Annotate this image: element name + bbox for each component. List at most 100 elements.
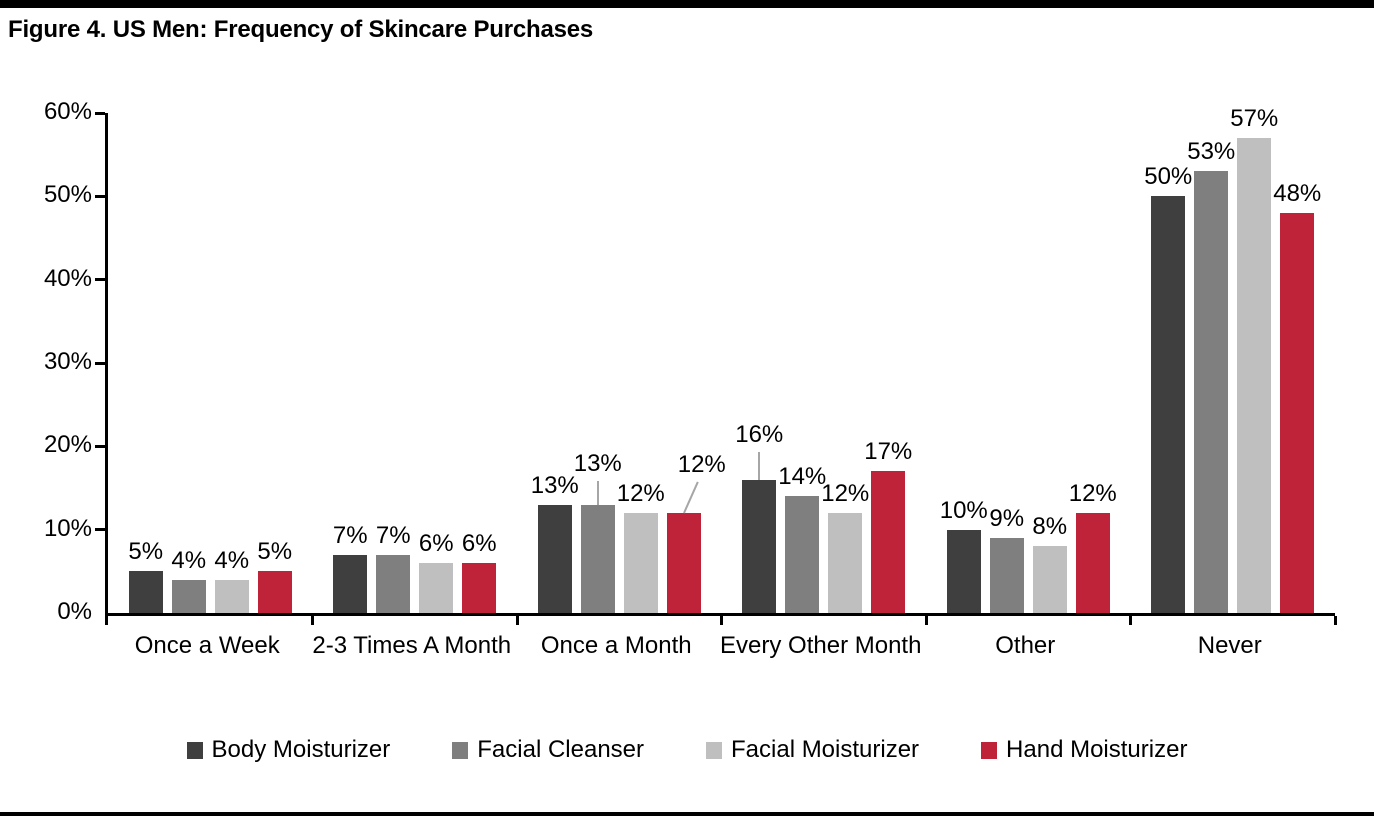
bar-slot: 10% [940,113,988,613]
bar-value-label: 9% [989,505,1025,532]
x-axis-tick [1129,616,1132,625]
bar-slot: 12% [1069,113,1117,613]
bar-slot: 6% [461,113,497,613]
bar-slot: 50% [1144,113,1192,613]
legend-label: Body Moisturizer [211,736,391,763]
bar-value-label: 14% [778,463,827,491]
legend-item: Hand Moisturizer [981,736,1187,764]
y-axis-tick [95,278,105,282]
x-axis-category-label: Other [995,632,1056,659]
x-axis-category-label: 2-3 Times A Month [312,632,512,659]
y-axis-tick-label: 0% [57,598,92,625]
y-axis-tick-label: 40% [43,264,92,292]
bar-slot: 13% [531,113,579,613]
legend-label: Facial Cleanser [477,736,644,763]
bar-value-label: 5% [128,538,164,566]
bar-slot: 7% [332,113,368,613]
x-axis-tick [720,616,723,625]
bar-slot: 8% [1032,113,1068,613]
bar-value-label: 4% [171,546,207,574]
bar-value-label: 12% [677,451,726,478]
bar [1237,138,1272,613]
legend-item: Body Moisturizer [186,736,391,764]
bar [376,554,411,613]
bar-group: 5% 4% 4% 5% [108,113,313,613]
bar [1032,546,1067,613]
bar [171,579,206,613]
bar-slot: 5% [128,113,164,613]
bar-slot: 5% [257,113,292,613]
y-axis-tick-label: 50% [43,181,92,209]
bar-value-label: 7% [375,521,411,549]
bar [537,504,572,613]
bar [785,496,820,613]
bar [742,479,777,613]
legend-label: Facial Moisturizer [731,736,920,763]
bar-value-label: 8% [1032,513,1068,541]
bar-slot: 14% [778,113,826,613]
y-axis-tick [95,194,105,198]
bar [1151,196,1186,613]
plot-area: 5% 4% 4% 5% 7% 7% 6% 6% 13% 13% 12% 12% 16% 14% 12% 17%… [95,106,1337,625]
bar [1280,213,1315,613]
bar-slot: 4% [214,113,249,613]
bar-slot: 4% [171,113,207,613]
bar-value-label: 53% [1187,138,1236,166]
bar-value-label: 6% [461,530,497,557]
bar-slot: 48% [1273,113,1321,613]
bar-value-label: 7% [332,521,368,549]
bar-value-label: 13% [573,449,622,477]
bar-slot: 12% [617,113,665,613]
bar [1194,171,1229,613]
y-axis-tick [95,444,105,448]
x-axis-category-label: Never [1197,632,1262,659]
bar-group: 50% 53% 57% 48% [1131,106,1336,613]
bar [257,571,292,613]
bar-slot: 9% [989,113,1025,613]
bar [462,563,497,613]
y-axis-tick [95,528,105,532]
bar-value-label: 17% [864,438,913,466]
bar [871,471,906,613]
bar [333,554,368,613]
x-axis-category-label: Once a Month [540,632,692,659]
y-axis-tick [95,361,105,365]
x-axis-tick [515,616,519,625]
label-leader-line [596,480,599,505]
bar-groups-row: 5% 4% 4% 5% 7% 7% 6% 6% 13% 13% 12% 12% 16% 14% 12% 17%… [108,106,1336,613]
bar-value-label: 10% [939,496,988,524]
y-axis-tick-label: 10% [43,514,92,542]
bar-value-label: 12% [1068,480,1117,507]
bar-group: 13% 13% 12% 12% [517,113,726,613]
bar-value-label: 50% [1144,163,1193,191]
bar [946,529,981,613]
label-leader-line [682,481,699,514]
bar-group: 16% 14% 12% 17% [722,113,927,613]
legend: Body Moisturizer Facial Cleanser Facial Mo… [0,736,1374,764]
y-axis-tick-label: 60% [43,98,92,125]
y-axis-tick-label: 20% [43,431,92,459]
bar [1075,513,1110,613]
bar-slot: 6% [419,113,454,613]
bar-value-label: 12% [616,480,665,507]
bar-slot: 53% [1187,113,1235,613]
bar-slot: 7% [375,113,411,613]
bar [128,571,163,613]
legend-swatch-icon [981,741,998,759]
x-axis-foot-tick [105,613,108,625]
bar [989,538,1024,613]
bar-value-label: 16% [735,420,784,448]
legend-label: Hand Moisturizer [1006,736,1188,763]
bar-value-label: 12% [821,480,870,507]
x-axis-tick [924,616,928,625]
legend-swatch-icon [706,741,722,759]
figure-bottom-rule [0,812,1374,816]
legend-swatch-icon [186,741,203,759]
bar-slot: 17% [864,113,912,613]
bar-slot: 13% [574,113,622,613]
x-axis-tick [1333,616,1337,625]
x-axis-category-label: Every Other Month [720,632,922,659]
bar-value-label: 57% [1230,105,1279,132]
